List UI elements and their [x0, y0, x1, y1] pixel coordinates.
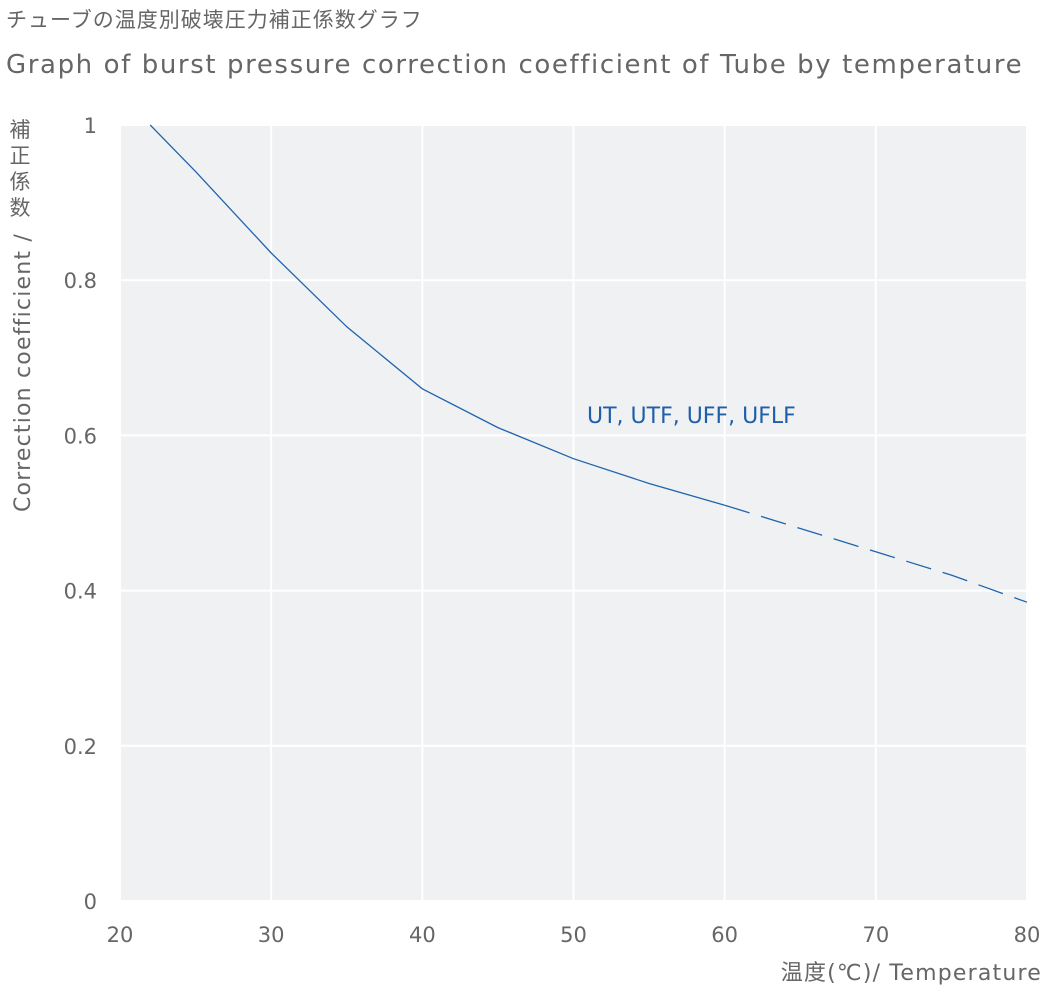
y-tick-label: 0: [84, 890, 97, 914]
x-axis-ticks: 20 30 40 50 60 70 80: [107, 923, 1041, 947]
x-tick-label: 80: [1014, 923, 1041, 947]
x-tick-label: 70: [862, 923, 889, 947]
y-axis-label-japanese-char: 係: [10, 170, 31, 194]
y-axis-label-japanese: 補正係数: [10, 118, 31, 220]
y-tick-label: 1: [84, 114, 97, 138]
x-tick-label: 50: [560, 923, 587, 947]
y-tick-label: 0.4: [64, 580, 97, 604]
y-axis-label-japanese-char: 数: [10, 196, 31, 220]
y-axis-label-japanese-char: 補: [10, 118, 31, 142]
x-tick-label: 40: [409, 923, 436, 947]
x-tick-label: 60: [711, 923, 738, 947]
x-tick-label: 30: [258, 923, 285, 947]
y-tick-label: 0.6: [64, 424, 97, 448]
series-label: UT, UTF, UFF, UFLF: [587, 404, 796, 429]
y-tick-label: 0.8: [64, 269, 97, 293]
y-axis-label-english: Correction coefficient /: [11, 233, 36, 512]
x-axis-label: 温度(℃)/ Temperature: [781, 961, 1042, 986]
y-axis-label-japanese-char: 正: [10, 144, 31, 168]
x-tick-label: 20: [107, 923, 134, 947]
y-tick-label: 0.2: [64, 735, 97, 759]
y-axis-ticks: 0 0.2 0.4 0.6 0.8 1: [64, 114, 97, 914]
